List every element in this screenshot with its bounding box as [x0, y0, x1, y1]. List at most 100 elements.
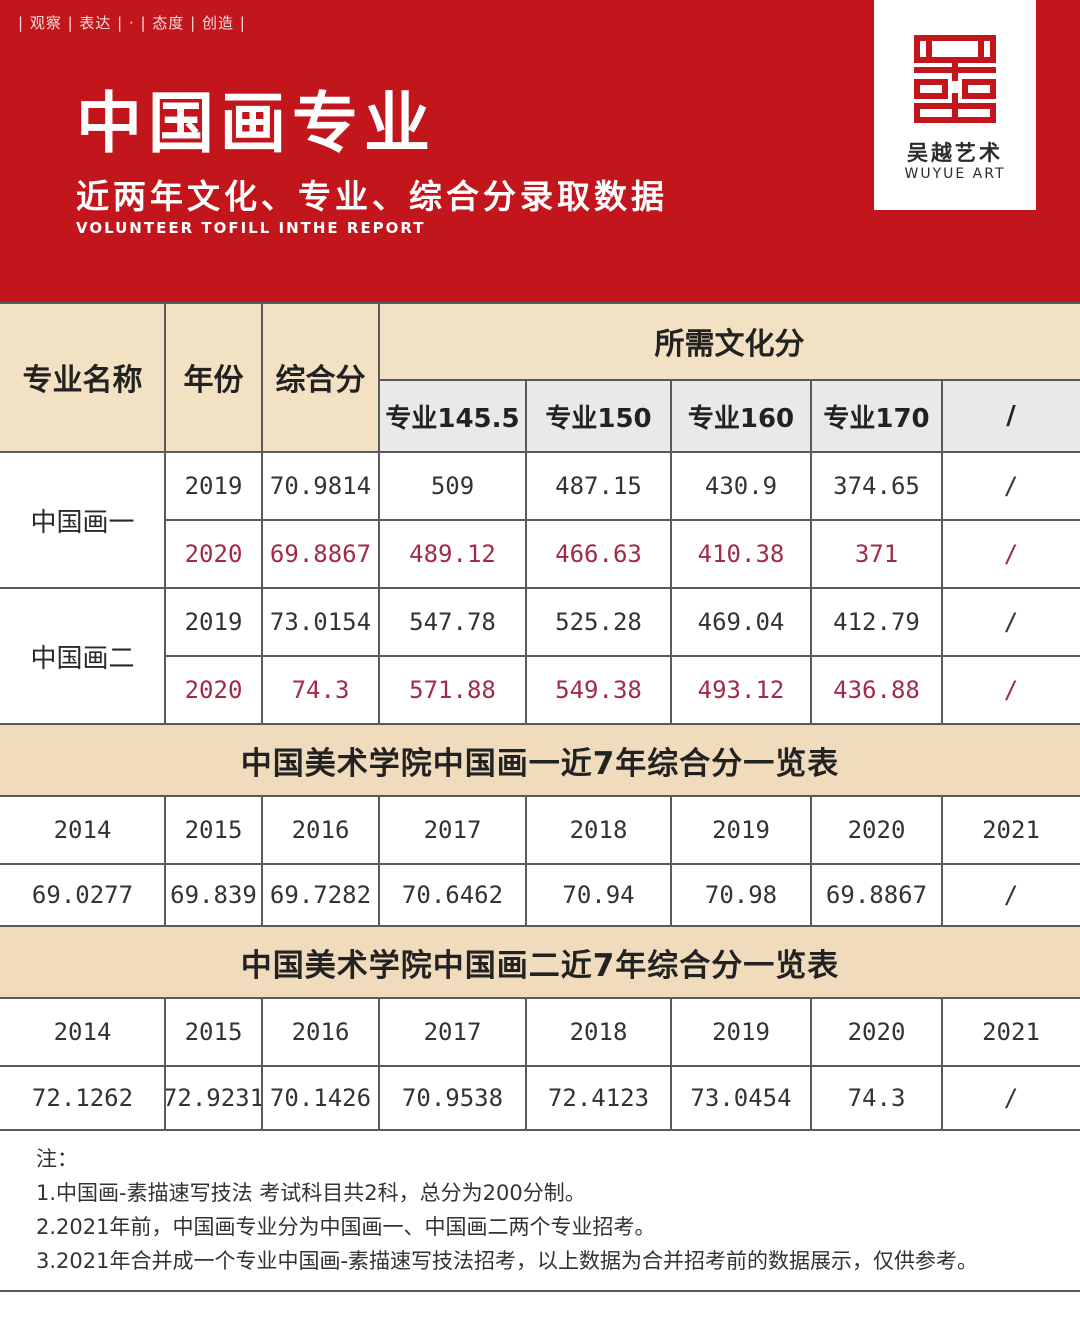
composite-score-cell: 74.3 — [291, 676, 350, 704]
grid-line-h — [0, 723, 1080, 725]
grid-line-v — [941, 998, 943, 1130]
grid-line-v — [810, 998, 812, 1130]
grid-line-h — [165, 519, 1080, 521]
year-cell: 2019 — [184, 472, 243, 500]
history-year-cell: 2014 — [53, 1018, 112, 1046]
note-item: 2.2021年前，中国画专业分为中国画一、中国画二两个专业招考。 — [36, 1215, 656, 1239]
grid-line-v — [525, 380, 527, 724]
history-table-title: 中国美术学院中国画一近7年综合分一览表 — [0, 724, 1080, 796]
history-year-cell: 2017 — [423, 1018, 482, 1046]
history-year-cell: 2015 — [184, 1018, 243, 1046]
history-score-cell: 72.9231 — [162, 1084, 265, 1112]
header-culture-column: 专业170 — [811, 380, 942, 452]
history-score-cell: 70.9538 — [401, 1084, 504, 1112]
major-name-cell: 中国画二 — [30, 643, 135, 674]
history-score-cell: 74.3 — [847, 1084, 906, 1112]
history-year-cell: 2018 — [569, 816, 628, 844]
header-culture-column: 专业145.5 — [379, 380, 526, 452]
culture-score-cell: 487.15 — [555, 472, 642, 500]
grid-line-v — [670, 380, 672, 724]
culture-score-cell: / — [1003, 676, 1019, 704]
culture-score-cell: 547.78 — [409, 608, 496, 636]
culture-score-cell: 571.88 — [409, 676, 496, 704]
culture-score-cell: 525.28 — [555, 608, 642, 636]
grid-line-v — [164, 302, 166, 724]
note-item: 3.2021年合并成一个专业中国画-素描速写技法招考，以上数据为合并招考前的数据… — [36, 1249, 979, 1273]
grid-line-v — [261, 796, 263, 926]
history-score-cell: 70.94 — [562, 881, 635, 909]
brand-logo: 吴越艺术 WUYUE ART — [874, 0, 1036, 210]
history-year-cell: 2015 — [184, 816, 243, 844]
grid-line-v — [670, 796, 672, 926]
grid-line-v — [941, 796, 943, 926]
tagline: | 观察 | 表达 | · | 态度 | 创造 | — [18, 14, 246, 32]
page-title: 中国画专业 — [76, 85, 436, 162]
history-year-cell: 2019 — [712, 816, 770, 844]
culture-score-cell: 371 — [854, 540, 899, 568]
history-score-cell: 69.839 — [170, 881, 257, 909]
culture-score-cell: 412.79 — [833, 608, 920, 636]
grid-line-v — [670, 998, 672, 1130]
history-score-cell: 72.4123 — [547, 1084, 650, 1112]
year-cell: 2020 — [184, 676, 243, 704]
culture-score-cell: 549.38 — [555, 676, 642, 704]
history-score-cell: 69.7282 — [269, 881, 372, 909]
grid-line-v — [810, 380, 812, 724]
culture-score-cell: 430.9 — [704, 472, 778, 500]
grid-line-h — [0, 997, 1080, 999]
composite-score-cell: 73.0154 — [269, 608, 372, 636]
header-culture-column: 专业150 — [526, 380, 671, 452]
history-score-cell: 73.0454 — [690, 1084, 792, 1112]
culture-score-cell: 466.63 — [555, 540, 642, 568]
history-year-cell: 2017 — [423, 816, 482, 844]
grid-line-v — [525, 796, 527, 926]
culture-score-cell: 469.04 — [697, 608, 785, 636]
grid-line-h — [0, 795, 1080, 797]
history-table-title: 中国美术学院中国画二近7年综合分一览表 — [0, 926, 1080, 998]
grid-line-h — [379, 379, 1080, 381]
history-year-cell: 2016 — [291, 816, 350, 844]
header-composite: 综合分 — [262, 302, 379, 452]
grid-line-h — [0, 302, 1080, 304]
grid-line-v — [164, 796, 166, 926]
history-year-cell: 2016 — [291, 1018, 350, 1046]
culture-score-cell: / — [1003, 472, 1019, 500]
header-culture-required: 所需文化分 — [379, 302, 1080, 380]
grid-line-h — [0, 925, 1080, 927]
grid-line-v — [378, 796, 380, 926]
header-major-name: 专业名称 — [0, 302, 165, 452]
history-year-cell: 2021 — [982, 1018, 1040, 1046]
grid-line-v — [261, 998, 263, 1130]
history-score-cell: 70.1426 — [269, 1084, 372, 1112]
brand-name-en: WUYUE ART — [904, 166, 1006, 182]
history-score-cell: 69.0277 — [31, 881, 134, 909]
year-cell: 2020 — [184, 540, 243, 568]
header-culture-column: / — [942, 380, 1080, 452]
grid-line-v — [378, 998, 380, 1130]
grid-line-h — [0, 1129, 1080, 1131]
grid-line-h — [0, 1065, 1080, 1067]
history-score-cell: 72.1262 — [31, 1084, 134, 1112]
history-year-cell: 2018 — [569, 1018, 628, 1046]
composite-score-cell: 69.8867 — [269, 540, 372, 568]
history-score-cell: 70.98 — [704, 881, 778, 909]
culture-score-cell: 489.12 — [409, 540, 496, 568]
notes-heading: 注： — [36, 1147, 78, 1171]
history-score-cell: / — [1003, 881, 1019, 909]
grid-line-h — [0, 587, 1080, 589]
brand-name-cn: 吴越艺术 — [907, 141, 1003, 165]
history-year-cell: 2019 — [712, 1018, 770, 1046]
page-subtitle: 近两年文化、专业、综合分录取数据 — [76, 177, 668, 216]
culture-score-cell: / — [1003, 608, 1019, 636]
history-year-cell: 2020 — [847, 1018, 906, 1046]
major-name-cell: 中国画一 — [30, 507, 135, 538]
header-banner: | 观察 | 表达 | · | 态度 | 创造 | 中国画专业 近两年文化、专业… — [0, 0, 1080, 302]
year-cell: 2019 — [184, 608, 243, 636]
culture-score-cell: / — [1003, 540, 1019, 568]
history-year-cell: 2014 — [53, 816, 112, 844]
note-item: 1.中国画-素描速写技法 考试科目共2科，总分为200分制。 — [36, 1181, 586, 1205]
header-year: 年份 — [165, 302, 262, 452]
history-year-cell: 2020 — [847, 816, 906, 844]
history-score-cell: 70.6462 — [401, 881, 504, 909]
grid-line-v — [378, 302, 380, 724]
